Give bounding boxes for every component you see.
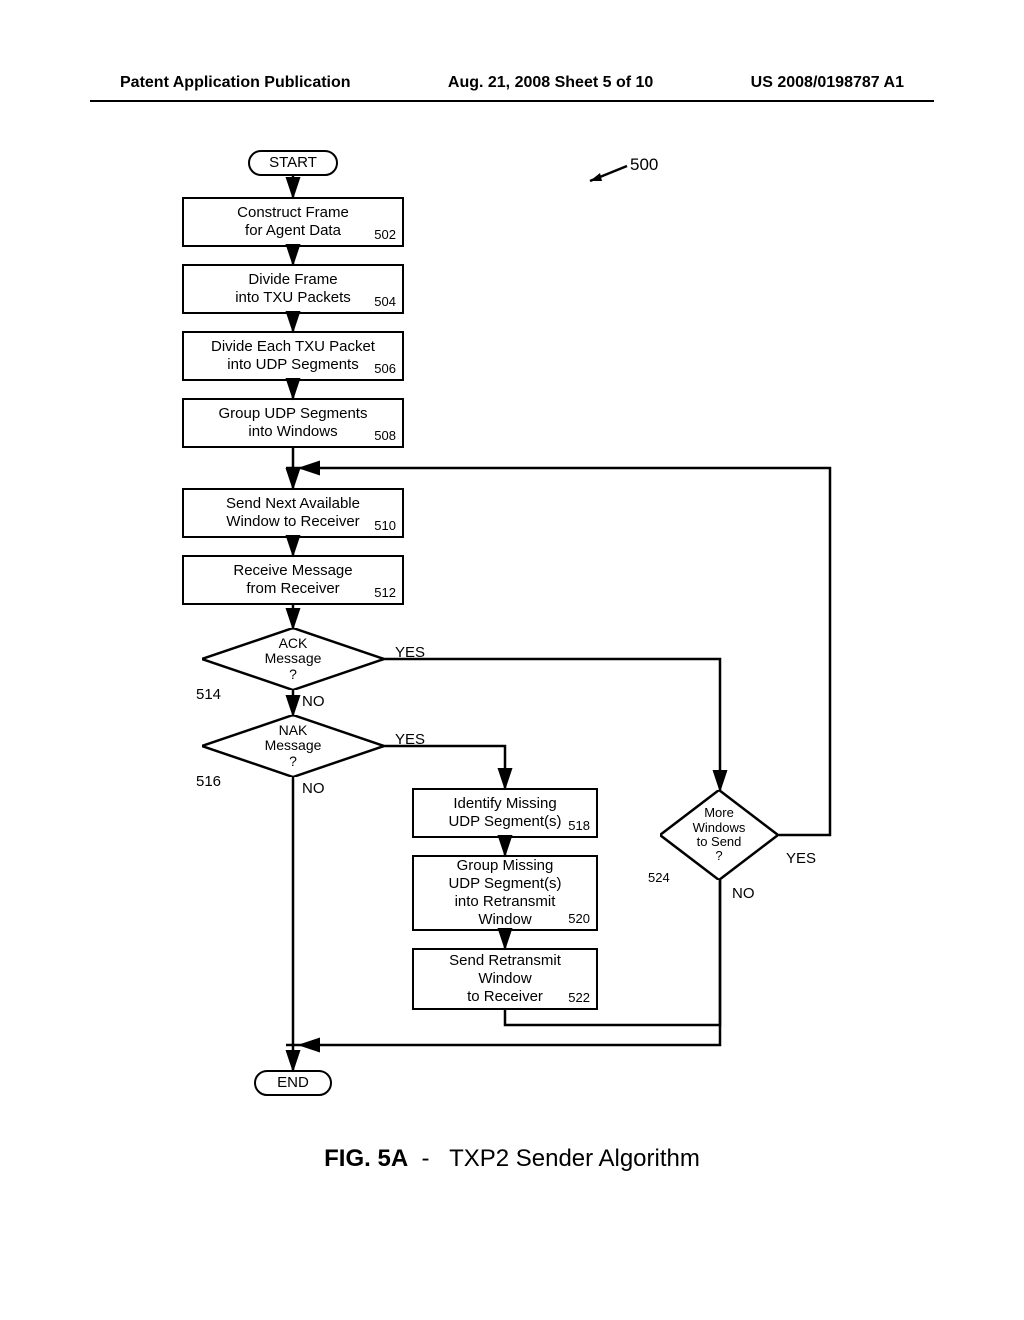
ref-514: 514: [196, 686, 221, 703]
ref-504: 504: [374, 294, 396, 310]
process-502: Construct Frame for Agent Data 502: [182, 197, 404, 247]
figure-title: TXP2 Sender Algorithm: [449, 1145, 700, 1172]
process-504: Divide Frame into TXU Packets 504: [182, 264, 404, 314]
label-514-no: NO: [302, 693, 325, 710]
header-right: US 2008/0198787 A1: [751, 74, 904, 92]
figure-number: FIG. 5A: [324, 1145, 408, 1172]
ref-510: 510: [374, 518, 396, 534]
decision-516: NAK Message ?: [202, 715, 384, 777]
start-terminator: START: [248, 150, 338, 176]
label-514-yes: YES: [395, 644, 425, 661]
figure-pointer-label: 500: [630, 155, 658, 175]
ref-512: 512: [374, 585, 396, 601]
process-522: Send Retransmit Window to Receiver 522: [412, 948, 598, 1010]
ref-508: 508: [374, 428, 396, 444]
label-524-no: NO: [732, 885, 755, 902]
decision-524: More Windows to Send ?: [660, 790, 778, 880]
page-header: Patent Application Publication Aug. 21, …: [0, 74, 1024, 92]
header-underline: [90, 100, 934, 102]
ref-524: 524: [648, 870, 670, 885]
header-center: Aug. 21, 2008 Sheet 5 of 10: [448, 74, 653, 92]
process-512: Receive Message from Receiver 512: [182, 555, 404, 605]
ref-516: 516: [196, 773, 221, 790]
process-508: Group UDP Segments into Windows 508: [182, 398, 404, 448]
end-terminator: END: [254, 1070, 332, 1096]
decision-514: ACK Message ?: [202, 628, 384, 690]
flowchart-diagram: 500 START Construct Frame for Agent Data…: [0, 150, 1024, 1150]
ref-518: 518: [568, 818, 590, 834]
label-516-yes: YES: [395, 731, 425, 748]
label-516-no: NO: [302, 780, 325, 797]
process-518: Identify Missing UDP Segment(s) 518: [412, 788, 598, 838]
ref-520: 520: [568, 911, 590, 927]
ref-502: 502: [374, 227, 396, 243]
figure-caption: FIG. 5A - TXP2 Sender Algorithm: [0, 1145, 1024, 1173]
process-506: Divide Each TXU Packet into UDP Segments…: [182, 331, 404, 381]
label-524-yes: YES: [786, 850, 816, 867]
ref-506: 506: [374, 361, 396, 377]
ref-522: 522: [568, 990, 590, 1006]
header-left: Patent Application Publication: [120, 74, 351, 92]
process-510: Send Next Available Window to Receiver 5…: [182, 488, 404, 538]
process-520: Group Missing UDP Segment(s) into Retran…: [412, 855, 598, 931]
